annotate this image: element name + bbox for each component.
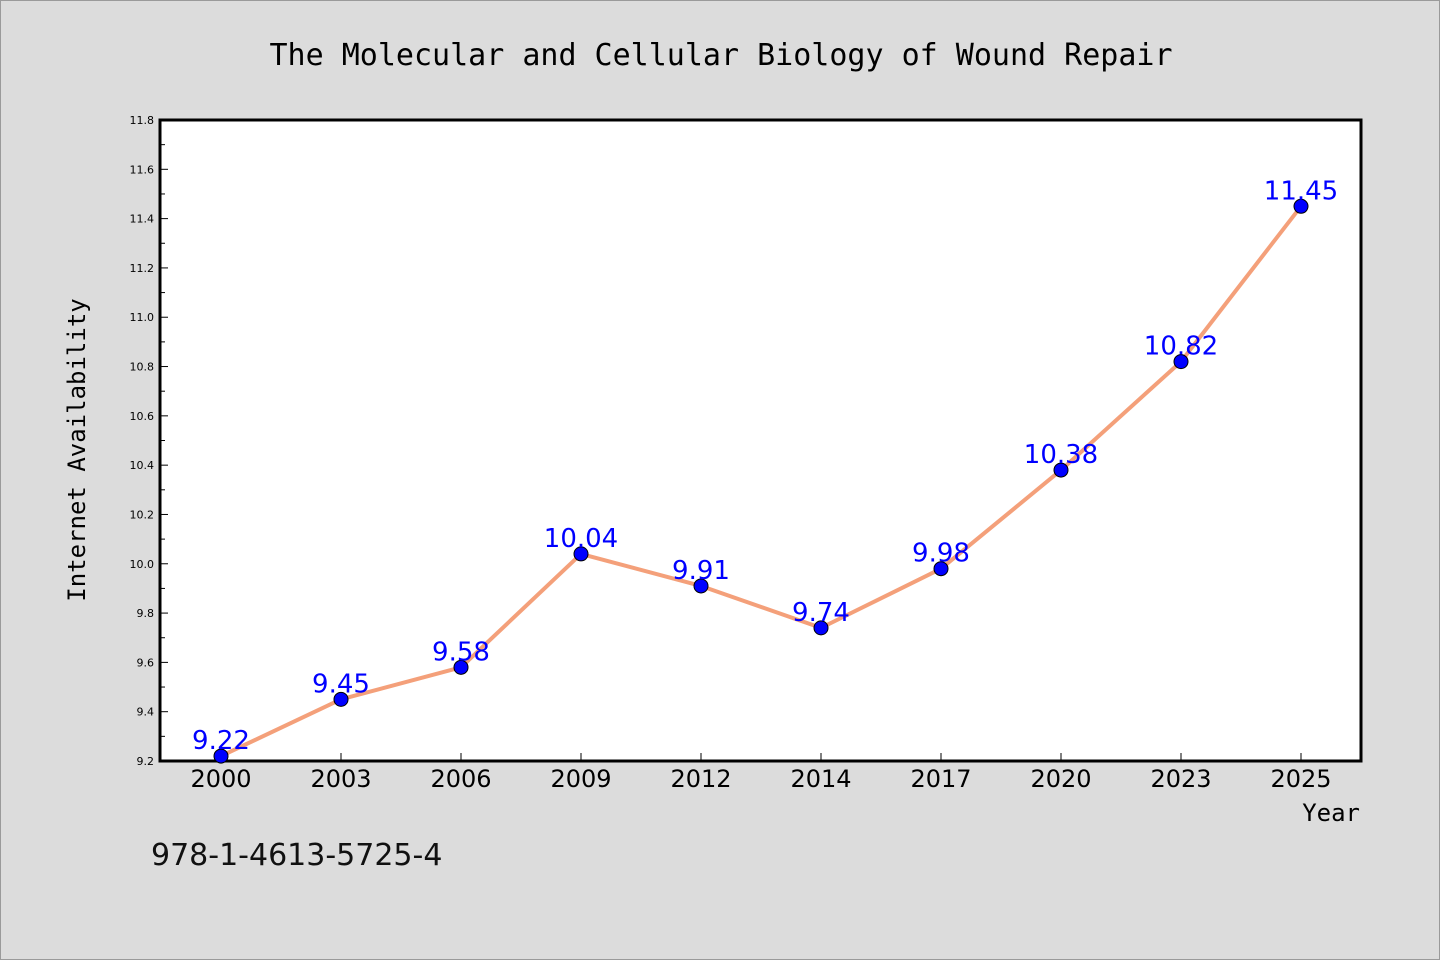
data-label: 9.74: [792, 598, 850, 628]
data-point: [453, 659, 469, 675]
plot-area: [158, 118, 1363, 763]
data-point: [813, 620, 829, 636]
y-tick-label: 11.2: [130, 262, 155, 275]
data-point: [1173, 354, 1189, 370]
y-tick-label: 11.6: [130, 163, 155, 176]
data-label: 9.45: [312, 669, 370, 699]
x-tick-label: 2012: [670, 765, 731, 793]
x-tick-label: 2000: [190, 765, 251, 793]
y-tick-label: 10.2: [130, 508, 155, 521]
data-label: 9.22: [192, 726, 250, 756]
y-tick-label: 9.2: [137, 755, 155, 768]
x-tick-label: 2020: [1030, 765, 1091, 793]
y-tick-label: 10.6: [130, 410, 155, 423]
data-label: 11.45: [1264, 176, 1338, 206]
data-label: 9.58: [432, 637, 490, 667]
x-tick-label: 2014: [790, 765, 851, 793]
data-point: [333, 691, 349, 707]
data-point: [573, 546, 589, 562]
data-point: [693, 578, 709, 594]
data-label: 9.91: [672, 556, 730, 586]
y-tick-label: 9.4: [137, 706, 155, 719]
x-axis: 2000 2003 2006 2009 2012 2014 2017 2020 2023 2025: [190, 753, 1332, 793]
chart-title: The Molecular and Cellular Biology of Wo…: [269, 38, 1172, 73]
x-tick-label: 2009: [550, 765, 611, 793]
data-point: [1293, 198, 1309, 214]
series-line: [219, 204, 1303, 759]
x-tick-label: 2023: [1150, 765, 1211, 793]
y-tick-label: 11.0: [130, 311, 155, 324]
y-tick-label: 10.8: [130, 361, 155, 374]
y-tick-label: 10.0: [130, 558, 155, 571]
y-axis-title: Internet Availability: [63, 298, 91, 601]
y-tick-label: 9.6: [137, 656, 155, 669]
data-point: [213, 748, 229, 764]
x-axis-title: Year: [1302, 799, 1360, 827]
x-tick-label: 2003: [310, 765, 371, 793]
data-point: [1053, 462, 1069, 478]
series-layer: 9.22 9.45 9.58 10.04 9.91 9.74 9.98 10.38 10.82 1…: [192, 176, 1338, 764]
data-label: 10.04: [544, 524, 618, 554]
x-tick-label: 2025: [1270, 765, 1331, 793]
data-label: 9.98: [912, 539, 970, 569]
y-tick-label: 11.4: [130, 213, 155, 226]
x-tick-label: 2017: [910, 765, 971, 793]
y-tick-label: 11.8: [130, 114, 155, 127]
y-axis: 9.2 9.4 9.6 9.8 10.0 10.2 10.4 10.6 10.8 11.0 11.2…: [130, 114, 168, 768]
data-label: 10.38: [1024, 440, 1098, 470]
y-tick-label: 10.4: [130, 459, 155, 472]
y-tick-label: 9.8: [137, 607, 155, 620]
isbn-text: 978-1-4613-5725-4: [151, 838, 442, 873]
data-label: 10.82: [1144, 332, 1218, 362]
data-point: [933, 561, 949, 577]
x-tick-label: 2006: [430, 765, 491, 793]
